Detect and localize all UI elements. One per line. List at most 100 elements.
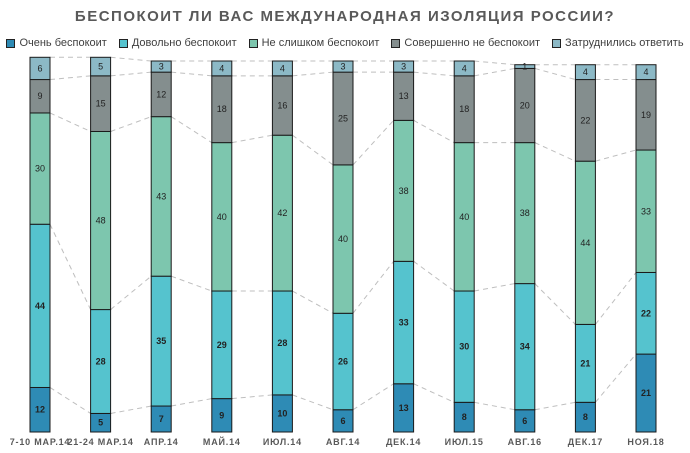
connector-line xyxy=(110,56,152,62)
data-label: 4 xyxy=(219,63,224,73)
data-label: 33 xyxy=(641,206,651,216)
data-label: 34 xyxy=(520,342,530,352)
connector-line xyxy=(49,224,92,310)
x-tick-label: ИЮЛ.15 xyxy=(445,437,484,447)
data-label: 8 xyxy=(583,412,588,422)
data-label: 4 xyxy=(280,63,285,73)
legend-label: Очень беспокоит xyxy=(19,37,107,49)
x-tick-label: ДЕК.14 xyxy=(386,437,421,447)
connector-line xyxy=(110,116,152,132)
x-tick-label: ИЮЛ.14 xyxy=(263,437,302,447)
data-label: 6 xyxy=(37,63,42,73)
data-label: 19 xyxy=(641,110,651,120)
bar-segment xyxy=(150,60,172,73)
data-label: 22 xyxy=(580,115,590,125)
connector-line xyxy=(534,283,576,325)
legend-item: Очень беспокоит xyxy=(6,37,107,49)
connector-line xyxy=(352,261,394,314)
data-label: 21 xyxy=(580,358,590,368)
x-tick-label: 7-10 МАР.14 xyxy=(10,437,70,447)
connector-line xyxy=(292,134,334,166)
connector-line xyxy=(292,394,334,411)
connector-line xyxy=(474,401,515,411)
data-label: 38 xyxy=(399,186,409,196)
legend-label: Затруднились ответить xyxy=(565,37,684,49)
legend-swatch xyxy=(391,38,401,48)
data-label: 29 xyxy=(217,340,227,350)
data-label: 18 xyxy=(217,104,227,114)
data-label: 25 xyxy=(338,114,348,124)
x-tick-label: АПР.14 xyxy=(144,437,179,447)
connector-line xyxy=(110,71,152,77)
data-label: 4 xyxy=(583,67,588,77)
x-tick-label: АВГ.16 xyxy=(508,437,542,447)
data-label: 1 xyxy=(522,62,527,72)
data-label: 5 xyxy=(98,418,103,428)
legend-label: Совершенно не беспокоит xyxy=(404,37,541,49)
data-label: 13 xyxy=(399,91,409,101)
data-label: 44 xyxy=(35,301,45,311)
connector-line xyxy=(292,290,334,314)
connector-line xyxy=(534,401,576,411)
legend-swatch xyxy=(552,38,562,48)
data-label: 26 xyxy=(338,357,348,367)
connector-line xyxy=(49,387,91,414)
data-label: 20 xyxy=(520,101,530,111)
bar-segment xyxy=(271,60,293,77)
connector-line xyxy=(595,353,637,403)
connector-line xyxy=(231,134,273,144)
data-label: 40 xyxy=(459,212,469,222)
data-label: 40 xyxy=(338,234,348,244)
data-label: 18 xyxy=(459,104,469,114)
connector-line xyxy=(352,120,394,166)
bar-segment xyxy=(574,64,596,81)
data-label: 33 xyxy=(399,318,409,328)
data-label: 22 xyxy=(641,308,651,318)
data-label: 16 xyxy=(277,101,287,111)
connector-line xyxy=(171,275,212,292)
data-label: 6 xyxy=(522,416,527,426)
legend-swatch xyxy=(6,38,16,48)
connector-line xyxy=(49,75,91,81)
data-label: 35 xyxy=(156,336,166,346)
connector-line xyxy=(231,394,273,400)
x-tick-label: НОЯ.18 xyxy=(627,437,664,447)
data-label: 8 xyxy=(462,412,467,422)
data-label: 13 xyxy=(399,403,409,413)
connector-line xyxy=(534,142,576,162)
connector-line xyxy=(413,260,455,292)
data-label: 10 xyxy=(277,408,287,418)
connector-line xyxy=(474,67,515,77)
data-label: 4 xyxy=(643,67,648,77)
data-label: 42 xyxy=(277,208,287,218)
bar-segment xyxy=(90,56,112,77)
data-label: 9 xyxy=(219,410,224,420)
data-label: 28 xyxy=(277,338,287,348)
bar-segment xyxy=(29,56,51,81)
chart-title: БЕСПОКОИТ ЛИ ВАС МЕЖДУНАРОДНАЯ ИЗОЛЯЦИЯ … xyxy=(74,8,616,25)
legend-swatch xyxy=(248,38,258,48)
data-label: 44 xyxy=(580,238,590,248)
data-label: 40 xyxy=(217,212,227,222)
data-label: 12 xyxy=(35,405,45,415)
data-label: 21 xyxy=(641,388,651,398)
connector-line xyxy=(413,383,455,403)
legend-item: Затруднились ответить xyxy=(552,37,684,49)
connector-line xyxy=(595,272,637,325)
legend-label: Не слишком беспокоит xyxy=(261,37,380,49)
x-tick-label: 21-24 МАР.14 xyxy=(67,437,133,447)
connector-line xyxy=(474,283,515,292)
legend-item: Совершенно не беспокоит xyxy=(391,37,540,49)
data-label: 5 xyxy=(98,62,103,72)
connector-line xyxy=(534,67,576,81)
data-label: 15 xyxy=(96,99,106,109)
bar-segment xyxy=(332,60,354,73)
data-label: 6 xyxy=(340,416,345,426)
connector-line xyxy=(170,116,213,144)
data-label: 30 xyxy=(459,342,469,352)
x-tick-label: ДЕК.17 xyxy=(568,437,603,447)
x-tick-label: МАЙ.14 xyxy=(203,436,241,447)
legend-swatch xyxy=(118,38,128,48)
